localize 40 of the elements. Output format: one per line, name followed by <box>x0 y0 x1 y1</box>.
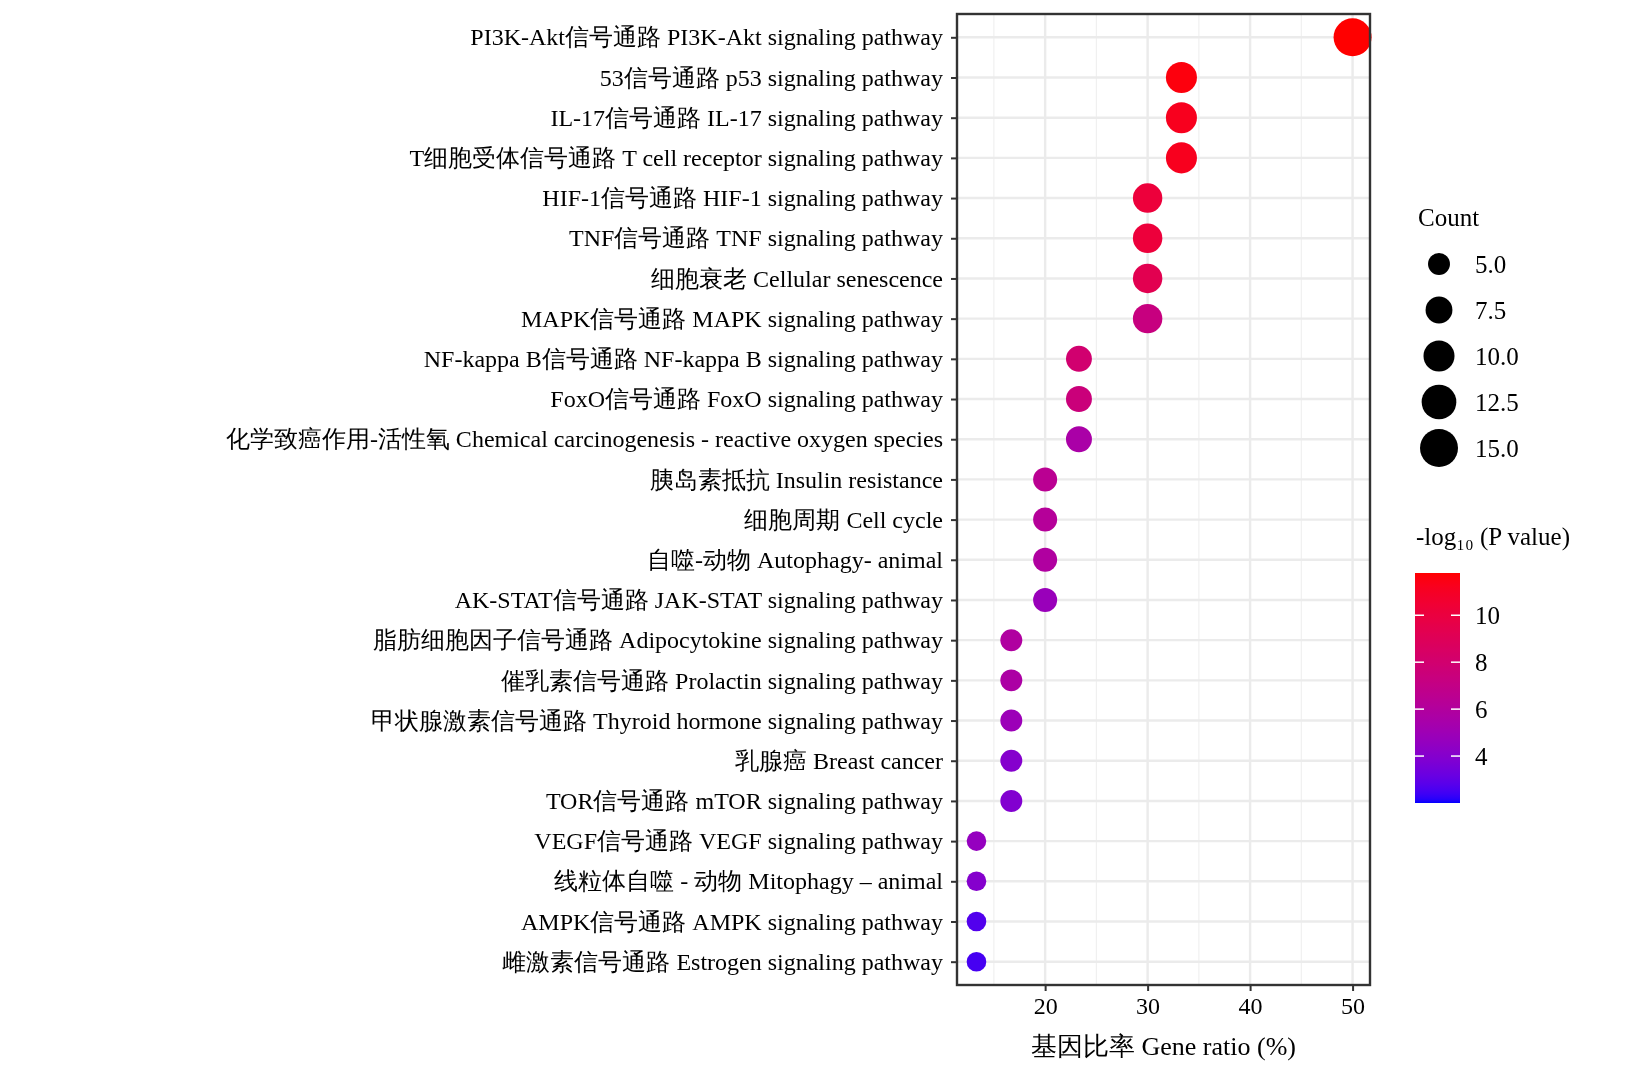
color-bar-title: -log₁₀ (P value) <box>1416 523 1570 551</box>
y-tick-label: PI3K-Akt信号通路 PI3K-Akt signaling pathway <box>470 24 943 51</box>
legend-label: 15.0 <box>1475 435 1519 462</box>
y-tick-label: 细胞周期 Cell cycle <box>744 506 943 533</box>
legend-label: 10.0 <box>1475 343 1519 370</box>
y-tick-label: 脂肪细胞因子信号通路 Adipocytokine signaling pathway <box>373 627 943 654</box>
y-tick-label: VEGF信号通路 VEGF signaling pathway <box>534 828 943 855</box>
x-tick-label: 20 <box>1033 993 1058 1020</box>
y-tick-label: T细胞受体信号通路 T cell receptor signaling pathway <box>409 145 943 172</box>
y-tick-label: 甲状腺激素信号通路 Thyroid hormone signaling pathway <box>371 707 943 734</box>
y-tick-label: NF-kappa B信号通路 NF-kappa B signaling pathway <box>423 346 943 373</box>
legend-label: 7.5 <box>1475 297 1507 324</box>
y-tick-label: 催乳素信号通路 Prolactin signaling pathway <box>501 667 943 694</box>
y-tick-label: 乳腺癌 Breast cancer <box>735 747 943 774</box>
legend-label: 5.0 <box>1475 251 1507 278</box>
x-tick-label: 30 <box>1136 993 1161 1020</box>
y-tick-label: 化学致癌作用-活性氧 Chemical carcinogenesis - reactive oxygen species <box>225 426 943 453</box>
y-tick-label: 雌激素信号通路 Estrogen signaling pathway <box>502 948 943 975</box>
y-tick-label: AK-STAT信号通路 JAK-STAT signaling pathway <box>454 587 943 614</box>
y-tick-label: TOR信号通路 mTOR signaling pathway <box>545 788 943 815</box>
y-tick-label: 线粒体自噬 - 动物 Mitophagy – animal <box>554 868 944 895</box>
x-tick-label: 50 <box>1341 993 1366 1020</box>
legend-title: Count <box>1418 204 1480 231</box>
y-tick-label: HIF-1信号通路 HIF-1 signaling pathway <box>542 185 943 212</box>
x-tick-label: 40 <box>1238 993 1263 1020</box>
color-bar-label: 10 <box>1475 602 1500 630</box>
x-axis-title: 基因比率 Gene ratio (%) <box>1031 1032 1296 1061</box>
y-tick-label: MAPK信号通路 MAPK signaling pathway <box>520 305 943 332</box>
y-tick-label: 细胞衰老 Cellular senescence <box>651 265 943 292</box>
color-bar-label: 8 <box>1475 649 1488 677</box>
y-tick-label: 自噬-动物 Autophagy- animal <box>647 546 944 573</box>
y-tick-label: IL-17信号通路 IL-17 signaling pathway <box>550 104 943 131</box>
y-tick-label: FoxO信号通路 FoxO signaling pathway <box>550 386 943 413</box>
color-bar-label: 4 <box>1475 743 1488 771</box>
y-tick-label: AMPK信号通路 AMPK signaling pathway <box>520 908 943 935</box>
color-bar-label: 6 <box>1475 696 1488 724</box>
y-tick-label: 胰岛素抵抗 Insulin resistance <box>649 466 943 493</box>
y-tick-label: TNF信号通路 TNF signaling pathway <box>569 225 943 252</box>
y-tick-label: 53信号通路 p53 signaling pathway <box>599 64 943 91</box>
legend-label: 12.5 <box>1475 389 1519 416</box>
